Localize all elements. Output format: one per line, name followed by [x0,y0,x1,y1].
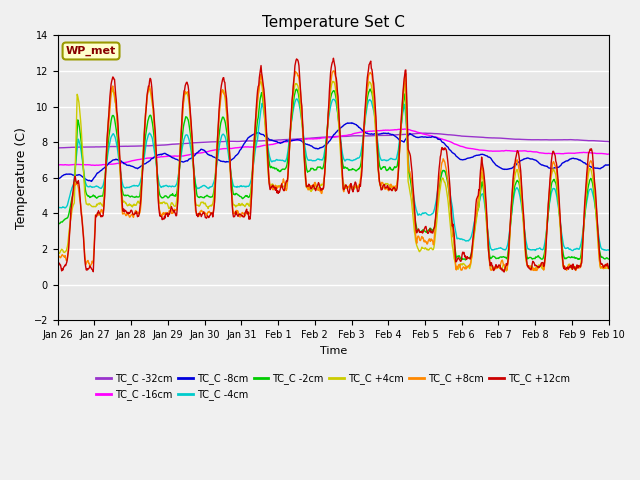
TC_C -16cm [401,126,409,132]
TC_C +12cm [579,252,586,258]
TC_C +4cm [54,250,61,256]
TC_C -32cm [157,143,164,148]
TC_C +8cm [282,188,290,193]
Line: TC_C -4cm: TC_C -4cm [58,99,609,251]
TC_C +4cm [379,184,387,190]
TC_C -16cm [157,154,164,160]
TC_C -32cm [81,144,88,150]
TC_C +12cm [330,55,337,61]
TC_C +12cm [156,213,164,219]
Line: TC_C -16cm: TC_C -16cm [58,129,609,165]
Line: TC_C +8cm: TC_C +8cm [58,71,609,271]
TC_C +4cm [80,180,88,185]
TC_C +12cm [500,269,508,275]
TC_C -2cm [605,256,612,262]
TC_C +8cm [156,209,164,215]
Line: TC_C +4cm: TC_C +4cm [58,81,609,271]
TC_C -32cm [54,145,62,151]
TC_C +8cm [54,254,61,260]
TC_C -16cm [587,150,595,156]
TC_C -16cm [283,139,291,144]
TC_C -2cm [366,86,374,92]
TC_C +12cm [379,183,387,189]
TC_C +12cm [54,262,61,268]
TC_C -2cm [54,222,61,228]
TC_C +4cm [605,266,612,272]
TC_C -32cm [54,145,61,151]
TC_C -8cm [80,175,88,181]
TC_C -4cm [293,96,301,102]
TC_C -32cm [379,132,387,138]
TC_C -4cm [80,171,88,177]
TC_C +8cm [379,180,387,186]
TC_C -32cm [283,137,291,143]
TC_C -4cm [587,186,595,192]
TC_C -8cm [157,152,164,157]
TC_C -4cm [282,156,290,162]
TC_C -32cm [605,139,612,144]
TC_C +4cm [329,78,337,84]
TC_C -16cm [80,162,88,168]
TC_C +12cm [587,147,595,153]
TC_C -32cm [420,130,428,136]
TC_C -32cm [587,138,595,144]
TC_C -4cm [605,247,612,253]
TC_C +12cm [605,265,612,271]
TC_C +8cm [587,158,595,164]
TC_C +8cm [533,268,541,274]
TC_C -2cm [587,176,595,181]
Title: Temperature Set C: Temperature Set C [262,15,404,30]
TC_C +12cm [80,245,88,251]
Line: TC_C -2cm: TC_C -2cm [58,89,609,260]
TC_C -2cm [579,243,586,249]
TC_C -4cm [54,204,61,210]
TC_C -4cm [379,157,387,163]
Line: TC_C -32cm: TC_C -32cm [58,133,609,148]
TC_C +8cm [605,265,612,271]
TC_C -16cm [379,128,387,133]
TC_C -16cm [54,162,61,168]
TC_C -2cm [80,175,88,180]
TC_C -4cm [156,183,164,189]
Y-axis label: Temperature (C): Temperature (C) [15,127,28,229]
TC_C -4cm [568,248,576,253]
TC_C -8cm [348,120,355,126]
TC_C -8cm [54,176,61,181]
TC_C +4cm [156,201,164,206]
X-axis label: Time: Time [319,346,347,356]
TC_C -8cm [587,164,595,170]
TC_C -4cm [579,234,586,240]
TC_C +4cm [502,268,510,274]
Line: TC_C -8cm: TC_C -8cm [58,123,609,181]
TC_C -8cm [605,162,612,168]
TC_C -8cm [88,179,95,184]
Line: TC_C +12cm: TC_C +12cm [58,58,609,272]
Legend: TC_C -32cm, TC_C -16cm, TC_C -8cm, TC_C -4cm, TC_C -2cm, TC_C +4cm, TC_C +8cm, T: TC_C -32cm, TC_C -16cm, TC_C -8cm, TC_C … [92,370,574,404]
TC_C -16cm [605,151,612,157]
TC_C -2cm [379,165,387,170]
TC_C +8cm [579,252,586,257]
TC_C -16cm [579,150,586,156]
TC_C -8cm [283,138,291,144]
TC_C +4cm [282,183,290,189]
TC_C -2cm [282,164,290,170]
TC_C -8cm [579,158,586,164]
TC_C +8cm [330,68,337,73]
Text: WP_met: WP_met [66,46,116,56]
TC_C +12cm [282,178,290,184]
TC_C +4cm [587,167,595,172]
TC_C -2cm [156,192,164,198]
TC_C -16cm [91,162,99,168]
TC_C +4cm [579,245,586,251]
TC_C +8cm [80,242,88,248]
TC_C -32cm [579,137,586,143]
TC_C -8cm [380,130,387,136]
TC_C -2cm [461,257,469,263]
